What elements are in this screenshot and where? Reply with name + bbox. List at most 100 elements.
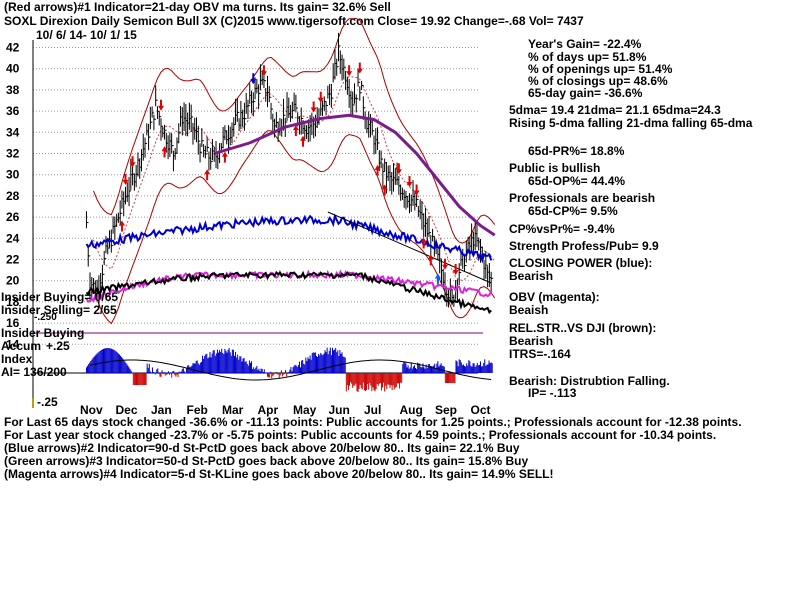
stat-moving-averages: 5dma= 19.4 21dma= 21.1 65dma=24.3: [509, 103, 721, 117]
x-tick-label: Feb: [187, 403, 208, 417]
footer-year: For Last year stock changed -23.7% or -5…: [4, 428, 717, 442]
red-up-arrow-head: [161, 146, 168, 152]
insider-selling-65: Insider Selling= 2/65: [1, 303, 117, 317]
accumulation-histogram: [85, 347, 493, 392]
moving-averages: [213, 113, 496, 237]
red-down-arrow: [413, 184, 420, 196]
ma65-line: [213, 113, 496, 237]
stat-ma-direction: Rising 5-dma falling 21-dma falling 65-d…: [509, 116, 753, 130]
y-tick-label: 30: [6, 168, 20, 182]
stat-relstr-value: Bearish: [509, 334, 554, 348]
stat-public: Public is bullish: [509, 161, 601, 175]
x-tick-label: Sep: [435, 403, 457, 417]
footer-blue-arrows: (Blue arrows)#2 Indicator=90-d St-PctD g…: [4, 441, 520, 455]
red-down-arrow: [346, 65, 353, 77]
signal-arrows: [118, 62, 459, 285]
date-range: 10/ 6/ 14- 10/ 1/ 15: [36, 28, 137, 42]
x-tick-label: Dec: [116, 403, 138, 417]
lower-band: [93, 130, 496, 325]
red-down-arrow-head: [413, 190, 420, 196]
stat-65d-cp: 65d-CP%= 9.5%: [528, 204, 618, 218]
stat-65d-pr: 65d-PR%= 18.8%: [528, 144, 625, 158]
header-ticker-line: SOXL Direxion Daily Semicon Bull 3X (C)2…: [4, 14, 584, 28]
red-down-arrow-head: [395, 169, 402, 175]
y-tick-label: 22: [6, 253, 20, 267]
stat-relstr-title: REL.STR..VS DJI (brown):: [509, 321, 657, 335]
stat-ip: IP= -.113: [528, 386, 577, 400]
red-up-arrow-head: [300, 135, 306, 141]
red-up-arrow: [374, 164, 381, 176]
y-tick-label: 40: [6, 62, 20, 76]
x-tick-label: Mar: [222, 403, 244, 417]
red-down-arrow: [452, 264, 459, 275]
red-up-arrow-head: [381, 184, 388, 190]
red-up-arrow: [161, 146, 168, 158]
red-up-arrow: [427, 254, 434, 266]
red-up-arrow: [118, 220, 125, 232]
red-up-arrow: [381, 184, 388, 196]
stat-strength: Strength Profess/Pub= 9.9: [509, 239, 659, 253]
red-up-arrow: [292, 125, 299, 137]
stat-years-gain: Year's Gain= -22.4%: [528, 37, 642, 51]
x-tick-label: Nov: [80, 403, 103, 417]
y-tick-label: 18: [6, 295, 20, 309]
y-tick-label: 28: [6, 189, 20, 203]
stat-days-up: % of days up= 51.8%: [528, 50, 647, 64]
stat-65d-op: 65d-OP%= 44.4%: [528, 174, 626, 188]
stat-65day-gain: 65-day gain= -36.6%: [528, 86, 643, 100]
stat-distribution: Bearish: Distrubtion Falling.: [509, 374, 670, 388]
y-tick-label: 34: [6, 125, 20, 139]
red-up-arrow-head: [427, 254, 434, 260]
accum-top-value: +.25: [46, 339, 70, 353]
red-down-arrow: [129, 156, 136, 168]
red-down-arrow: [317, 91, 324, 103]
red-down-arrow: [395, 163, 402, 175]
y-tick-label: 20: [6, 274, 20, 288]
y-tick-label: 24: [6, 231, 20, 245]
red-down-arrow: [122, 173, 129, 185]
trend-line: [327, 211, 492, 284]
red-down-arrow: [260, 65, 267, 77]
red-up-arrow: [204, 169, 211, 181]
red-down-arrow-head: [452, 270, 459, 275]
accum-ma-line: [89, 359, 492, 381]
y-tick-label: 36: [6, 104, 20, 118]
stat-cp-vs-pr: CP%vsPr%= -9.4%: [509, 222, 615, 236]
y-tick-label: 38: [6, 83, 20, 97]
red-up-arrow: [221, 151, 228, 163]
stat-closings-up: % of closings up= 48.6%: [528, 74, 668, 88]
red-down-arrow: [442, 258, 448, 270]
y-tick-label: 32: [6, 147, 20, 161]
x-axis-labels: Nov Dec Jan Feb Mar Apr May Jun Jul Aug Sep Oct: [80, 403, 491, 417]
red-down-arrow-head: [129, 162, 136, 168]
red-down-arrow: [406, 176, 413, 188]
y-tick-label: 16: [6, 316, 20, 330]
x-tick-label: Apr: [258, 403, 279, 417]
stat-professionals: Professionals are bearish: [509, 191, 656, 205]
blue-down-arrow: [250, 73, 257, 85]
footer-green-arrows: (Green arrows)#3 Indicator=50-d St-PctD …: [4, 454, 529, 468]
header-indicator-line: (Red arrows)#1 Indicator=21-day OBV ma t…: [4, 0, 391, 14]
y-tick-label: 26: [6, 210, 20, 224]
x-tick-label: Aug: [400, 403, 423, 417]
blue-up-arrow: [434, 273, 441, 285]
red-up-arrow: [300, 135, 306, 147]
bollinger-bands: [93, 17, 496, 325]
red-down-arrow: [310, 101, 317, 113]
x-tick-label: May: [293, 403, 317, 417]
x-tick-label: Jan: [151, 403, 172, 417]
stat-obv-value: Beaish: [509, 303, 549, 317]
stat-itrs: ITRS=-.164: [509, 347, 571, 361]
x-tick-label: Jul: [364, 403, 381, 417]
blue-down-arrow-head: [250, 79, 257, 85]
cp-trend-line: [327, 211, 492, 284]
index-label: Index: [1, 352, 33, 366]
red-down-arrow-head: [356, 68, 363, 74]
footer-magenta-arrows: (Magenta arrows)#4 Indicator=5-d St-KLin…: [4, 467, 554, 481]
stat-closing-power-value: Bearish: [509, 269, 554, 283]
red-down-arrow-head: [346, 71, 353, 77]
ma21-line: [93, 76, 496, 281]
red-up-arrow-head: [118, 220, 125, 226]
y-tick-label: 14: [6, 337, 20, 351]
